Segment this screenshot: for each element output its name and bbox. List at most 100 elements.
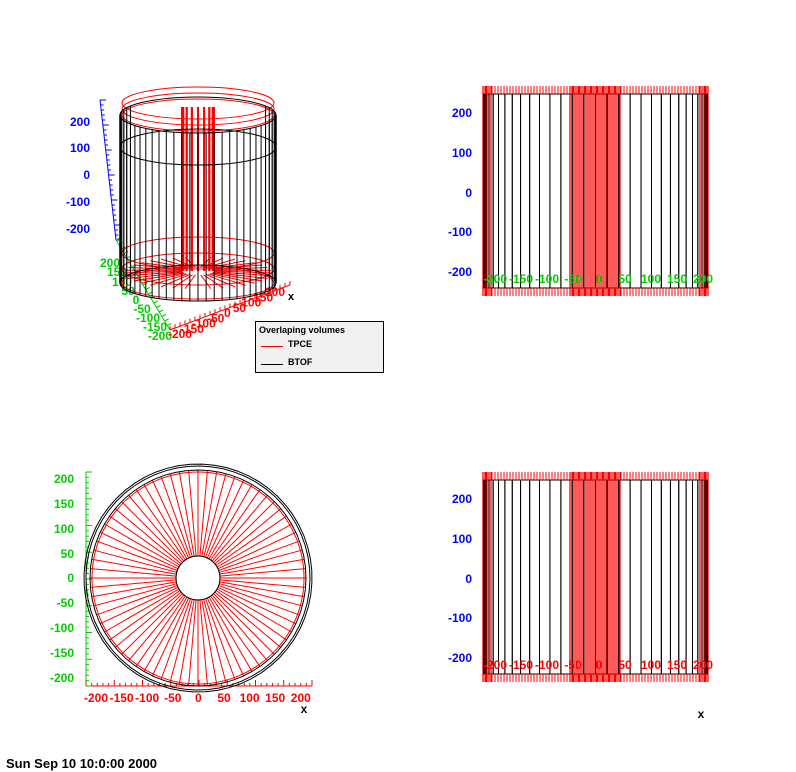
tpce-spoke [128, 594, 185, 662]
tpce-spoke [143, 484, 188, 560]
tpce-spoke [114, 508, 182, 565]
perspective-view: 2001000-100-200200150100500-50-100-150-2… [66, 86, 295, 343]
tpce-spoke [214, 591, 282, 648]
tpce-spoke [215, 515, 287, 566]
tpce-spoke [99, 586, 179, 625]
x-tick-label: 200 [291, 691, 311, 705]
y-tick-label: 50 [61, 547, 75, 561]
legend: Overlaping volumes TPCE BTOF [255, 321, 384, 373]
tpce-spoke [216, 588, 292, 633]
tpce-spoke [96, 540, 178, 571]
y-tick-label: 200 [452, 106, 472, 120]
tpce-spoke [211, 494, 268, 562]
x-tick-label: 0 [596, 658, 603, 672]
x-tick-label: -150 [180, 322, 204, 336]
tpce-ring [121, 86, 275, 120]
y-axis-tick [158, 309, 164, 313]
x-tick-label: -100 [135, 691, 159, 705]
x-tick-label: 200 [693, 658, 713, 672]
y-axis-tick [153, 300, 159, 304]
legend-label-tpce: TPCE [288, 339, 313, 349]
tpce-spoke [216, 523, 292, 568]
tpce-spoke [199, 470, 208, 557]
x-axis-title: x [288, 291, 295, 303]
tpce-spoke [199, 599, 208, 686]
tpce-spoke [217, 586, 297, 625]
tpce-spoke [201, 599, 218, 685]
tpce-spoke [109, 515, 181, 566]
y-tick-label: -100 [448, 225, 472, 239]
tpce-spoke [206, 597, 245, 677]
y-tick-label: -200 [448, 265, 472, 279]
x-tick-label: 50 [217, 691, 231, 705]
btof-ring [85, 465, 311, 691]
y-tick-label: -200 [50, 671, 74, 685]
tpce-spoke [104, 523, 180, 568]
tpce-spoke [172, 257, 193, 268]
tpce-spoke [135, 489, 186, 561]
x-tick-label: 150 [265, 691, 285, 705]
y-axis-tick [161, 314, 167, 317]
tpce-spoke [90, 579, 177, 588]
tpce-spoke [169, 599, 193, 683]
z-tick-label: -100 [66, 195, 90, 209]
x-tick-label: -100 [535, 658, 559, 672]
tpce-spoke [205, 598, 236, 680]
tpce-spoke [219, 583, 303, 607]
x-tick-label: 50 [233, 301, 247, 315]
x-tick-label: 100 [641, 658, 661, 672]
tpce-spoke [218, 585, 300, 616]
legend-swatch-tpce [261, 346, 283, 347]
tpce-spoke [211, 594, 268, 662]
tpce-spoke [172, 274, 193, 289]
tpce-spoke [218, 540, 300, 571]
y-tick-label: -50 [133, 302, 151, 316]
tpce-spoke [99, 531, 179, 570]
x-tick-label: 200 [693, 272, 713, 286]
tpce-spoke [206, 479, 245, 559]
tpce-spoke [205, 476, 236, 558]
tpce-spoke [219, 579, 306, 588]
tpce-spoke [91, 558, 177, 575]
x-tick-label: -50 [207, 311, 225, 325]
tpce-spoke [208, 596, 253, 672]
y-axis-tick [145, 287, 150, 290]
legend-label-btof: BTOF [288, 357, 313, 367]
tpce-spoke [93, 583, 177, 607]
y-axis-tick [123, 251, 129, 254]
inner-bore [175, 555, 221, 601]
tpce-spoke [114, 591, 182, 648]
tpce-ring [121, 92, 275, 126]
tpce-spoke [208, 484, 253, 560]
x-tick-label: -150 [110, 691, 134, 705]
x-tick-label: 0 [195, 691, 202, 705]
x-tick-label: 100 [241, 296, 261, 310]
y-tick-label: -200 [448, 651, 472, 665]
x-axis-title: x [698, 707, 705, 721]
z-tick-label: 0 [83, 168, 90, 182]
x-tick-label: 50 [618, 658, 632, 672]
y-tick-label: -100 [448, 611, 472, 625]
y-tick-label: 0 [465, 186, 472, 200]
y-tick-label: 0 [67, 571, 74, 585]
x-tick-label: -200 [84, 691, 108, 705]
x-tick-label: -200 [483, 272, 507, 286]
x-tick-label: 150 [253, 290, 273, 304]
z-tick-label: 200 [70, 115, 90, 129]
y-tick-label: -100 [136, 311, 160, 325]
legend-entry-btof: BTOF [256, 357, 385, 371]
y-tick-label: 0 [465, 572, 472, 586]
x-tick-label: 50 [618, 272, 632, 286]
tpce-spoke [188, 470, 197, 557]
y-tick-label: 0 [133, 293, 140, 307]
x-axis-title: x [301, 702, 308, 716]
z-tick-label: 100 [70, 141, 90, 155]
tpce-spoke [160, 476, 191, 558]
tpce-spoke [178, 599, 195, 685]
x-tick-label: 100 [641, 272, 661, 286]
x-tick-label: -150 [509, 272, 533, 286]
